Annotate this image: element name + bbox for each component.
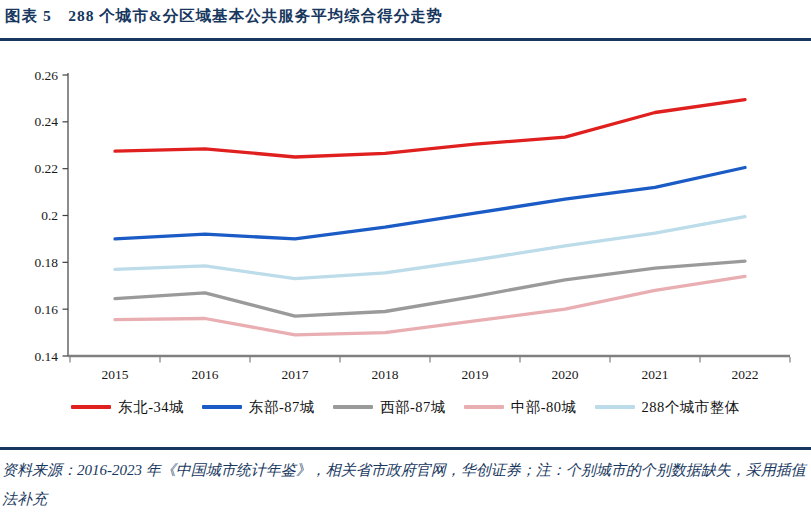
series-line [115,261,745,316]
series-line [115,276,745,335]
x-axis-tick-label: 2015 [102,367,129,382]
chart-legend: 东北-34城 东部-87城 西部-87城 中部-80城 288个城市整体 [0,394,811,420]
source-note: 资料来源：2016-2023 年《中国城市统计年鉴》，相关省市政府官网，华创证券… [2,456,808,514]
x-axis-tick-label: 2017 [282,367,309,382]
y-axis-tick-label: 0.16 [34,302,58,317]
figure-title: 图表 5 288 个城市&分区域基本公共服务平均综合得分走势 [5,6,806,27]
legend-swatch [595,405,635,409]
x-axis-tick-label: 2018 [372,367,399,382]
line-chart-canvas: 0.26 0.24 0.22 0.2 0.18 0.16 0.14 2015 2016 2017 2… [0,55,811,387]
x-axis-tick-label: 2022 [732,367,759,382]
legend-label: 中部-80城 [511,398,577,417]
legend-item: 西部-87城 [333,398,446,417]
series-line [115,168,745,239]
x-axis-tick-label: 2020 [552,367,579,382]
legend-label: 东北-34城 [118,398,184,417]
line-chart: 0.26 0.24 0.22 0.2 0.18 0.16 0.14 2015 2016 2017 2… [0,55,811,387]
x-axis-tick-label: 2016 [192,367,219,382]
title-underline-rule [0,38,811,41]
footer-divider-rule [0,447,811,450]
report-figure-page: 图表 5 288 个城市&分区域基本公共服务平均综合得分走势 0.260.240… [0,0,811,521]
legend-swatch [202,405,242,409]
legend-label: 288个城市整体 [642,398,740,417]
y-axis-tick-label: 0.2 [41,208,58,223]
x-axis-tick-label: 2021 [642,367,669,382]
legend-item: 东北-34城 [71,398,184,417]
x-axis-tick-label: 2019 [462,367,489,382]
legend-item: 东部-87城 [202,398,315,417]
legend-label: 西部-87城 [380,398,446,417]
y-axis-tick-label: 0.18 [34,255,58,270]
legend-swatch [71,405,111,409]
y-axis-tick-label: 0.24 [34,114,58,129]
series-line [115,100,745,157]
y-axis-tick-label: 0.26 [34,68,58,83]
legend-item: 中部-80城 [464,398,577,417]
legend-item: 288个城市整体 [595,398,740,417]
legend-swatch [464,405,504,409]
legend-label: 东部-87城 [249,398,315,417]
legend-swatch [333,405,373,409]
y-axis-tick-label: 0.22 [34,161,58,176]
y-axis-tick-label: 0.14 [34,349,58,364]
